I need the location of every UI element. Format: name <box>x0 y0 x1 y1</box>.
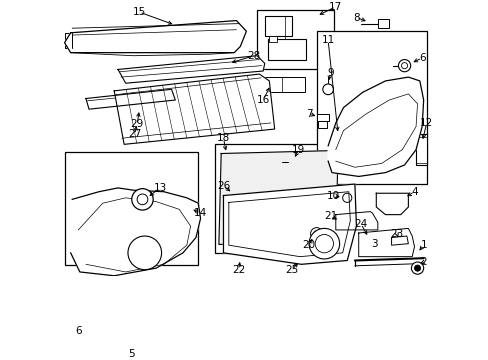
Bar <box>269 36 276 42</box>
Text: 29: 29 <box>130 120 143 130</box>
Text: 18: 18 <box>216 133 230 143</box>
Text: 21: 21 <box>323 211 336 221</box>
Polygon shape <box>327 77 423 176</box>
Text: 24: 24 <box>354 219 367 229</box>
Bar <box>257 10 333 69</box>
Circle shape <box>315 234 333 253</box>
Bar <box>267 39 305 60</box>
Text: 22: 22 <box>232 265 245 275</box>
Bar <box>64 152 198 265</box>
Text: 25: 25 <box>285 265 298 275</box>
Bar <box>316 114 328 121</box>
Bar <box>316 31 427 184</box>
Text: 23: 23 <box>389 229 403 239</box>
Bar <box>215 144 344 253</box>
Text: 17: 17 <box>328 2 342 12</box>
Bar <box>287 157 301 167</box>
Bar <box>189 203 196 208</box>
Text: 10: 10 <box>326 190 339 201</box>
Circle shape <box>308 228 339 259</box>
Text: 12: 12 <box>419 118 432 128</box>
Polygon shape <box>376 193 407 215</box>
Polygon shape <box>223 184 356 264</box>
Bar <box>264 16 292 36</box>
Bar <box>318 121 327 127</box>
Text: 6: 6 <box>418 53 425 63</box>
Circle shape <box>88 317 94 323</box>
Text: 3: 3 <box>370 239 377 249</box>
Polygon shape <box>64 21 246 53</box>
Text: 8: 8 <box>352 13 359 23</box>
Circle shape <box>322 84 333 95</box>
Bar <box>86 228 95 244</box>
Bar <box>374 242 380 245</box>
Bar <box>259 77 305 93</box>
Polygon shape <box>86 89 175 109</box>
Circle shape <box>401 63 407 69</box>
Circle shape <box>313 231 319 237</box>
Text: 28: 28 <box>247 51 260 61</box>
Text: 2: 2 <box>420 257 426 267</box>
Bar <box>415 134 427 165</box>
Circle shape <box>310 228 322 240</box>
Polygon shape <box>358 228 414 257</box>
Text: 7: 7 <box>305 109 312 119</box>
Circle shape <box>137 194 147 205</box>
Text: 13: 13 <box>153 183 166 193</box>
Circle shape <box>131 189 153 210</box>
Text: 9: 9 <box>326 68 333 78</box>
Text: 11: 11 <box>321 35 334 45</box>
Bar <box>331 131 348 153</box>
Circle shape <box>85 314 97 326</box>
Text: 5: 5 <box>128 349 135 359</box>
Text: 6: 6 <box>75 326 81 336</box>
Text: 26: 26 <box>216 181 230 190</box>
Polygon shape <box>70 188 200 276</box>
Text: 15: 15 <box>133 7 146 17</box>
Text: 20: 20 <box>302 240 315 250</box>
Polygon shape <box>118 56 264 83</box>
Circle shape <box>410 262 423 274</box>
Circle shape <box>342 193 351 202</box>
Bar <box>80 206 95 227</box>
Text: 16: 16 <box>256 95 269 105</box>
Polygon shape <box>114 74 274 144</box>
Polygon shape <box>391 236 407 245</box>
Circle shape <box>128 236 161 270</box>
Circle shape <box>398 59 410 72</box>
Text: 4: 4 <box>410 187 417 197</box>
Polygon shape <box>335 212 377 230</box>
Polygon shape <box>219 150 337 244</box>
Text: 14: 14 <box>194 208 207 218</box>
Text: 19: 19 <box>291 145 305 155</box>
Bar <box>64 33 72 48</box>
Bar <box>377 19 388 28</box>
Text: 27: 27 <box>128 129 141 139</box>
Text: 1: 1 <box>420 240 426 250</box>
Circle shape <box>414 265 420 271</box>
